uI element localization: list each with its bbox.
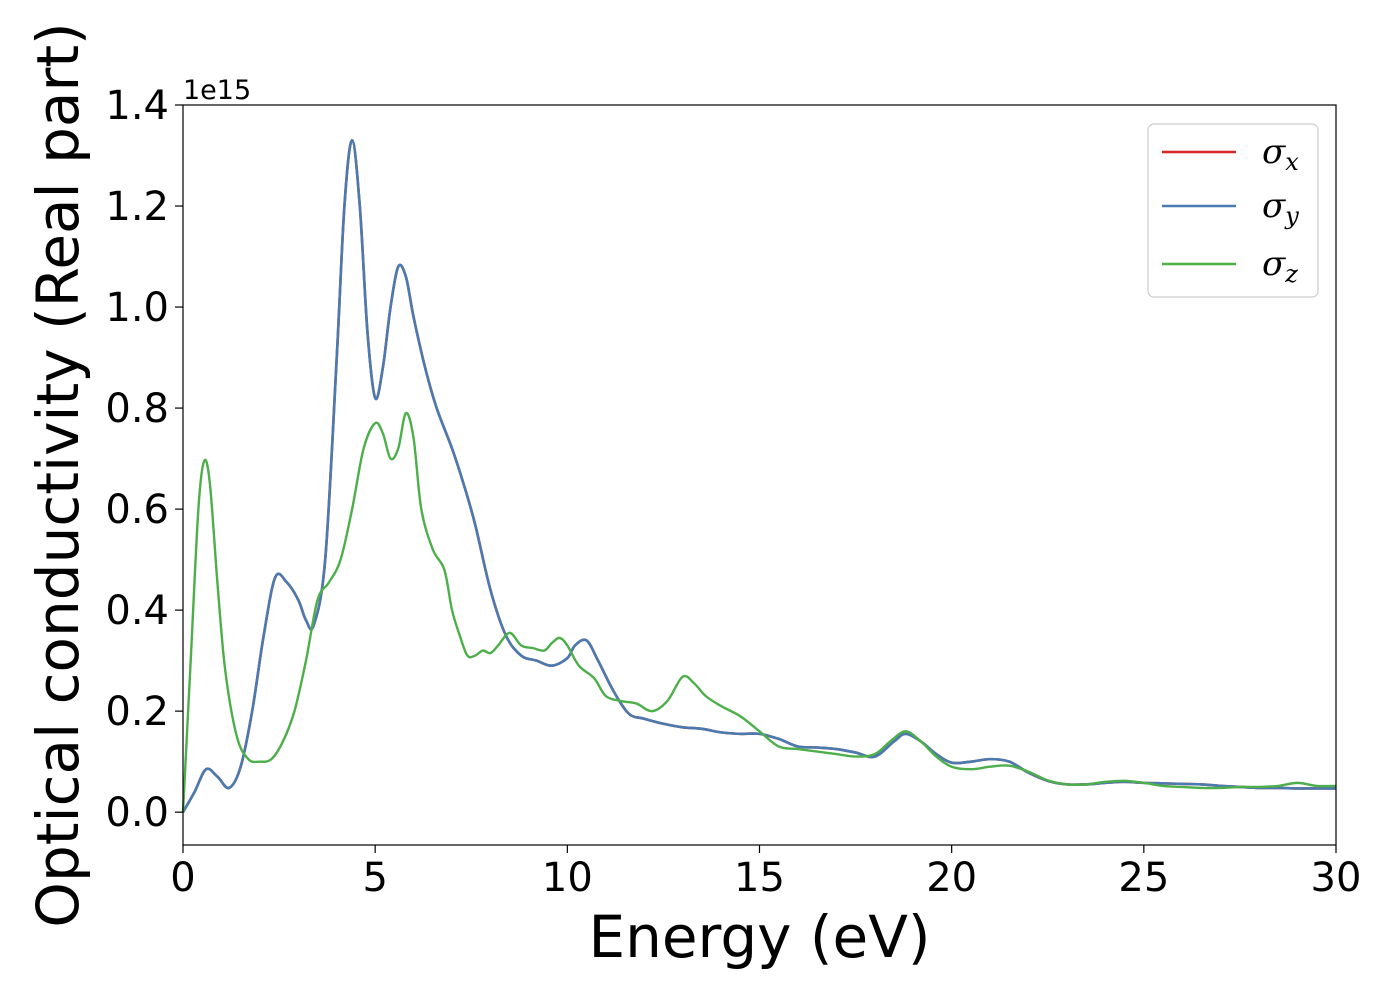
- y-tick-label: 0.2: [105, 689, 169, 735]
- y-axis-title: Optical conductivity (Real part): [24, 22, 92, 927]
- series-line-z: [181, 411, 1337, 813]
- legend: σx σy σz: [1147, 123, 1319, 298]
- y-tick-label: 1.4: [105, 83, 169, 129]
- legend-label-y: σy: [1262, 186, 1299, 230]
- y-tick-label: 0.0: [105, 790, 169, 836]
- x-tick-label: 25: [1118, 855, 1169, 901]
- legend-label-x: σx: [1262, 132, 1299, 176]
- legend-label-z: σz: [1262, 244, 1298, 288]
- x-axis: 0 5 10 15 20 25 30: [170, 845, 1361, 901]
- y-tick-label: 1.2: [105, 184, 169, 230]
- y-tick-label: 0.4: [105, 588, 169, 634]
- y-tick-label: 0.8: [105, 386, 169, 432]
- y-tick-label: 1.0: [105, 285, 169, 331]
- x-tick-label: 30: [1311, 855, 1362, 901]
- legend-entries: σx σy σz: [1162, 132, 1299, 288]
- series-layer: [181, 139, 1337, 813]
- y-tick-label: 0.6: [105, 487, 169, 533]
- y-offset-label: 1e15: [183, 75, 251, 106]
- x-axis-title: Energy (eV): [588, 903, 930, 971]
- x-tick-label: 5: [362, 855, 387, 901]
- x-tick-label: 10: [542, 855, 593, 901]
- y-axis: 0.0 0.2 0.4 0.6 0.8 1.0 1.2 1.4: [105, 83, 183, 836]
- x-tick-label: 20: [926, 855, 977, 901]
- legend-box: [1147, 123, 1319, 298]
- x-tick-label: 15: [734, 855, 785, 901]
- x-tick-label: 0: [170, 855, 195, 901]
